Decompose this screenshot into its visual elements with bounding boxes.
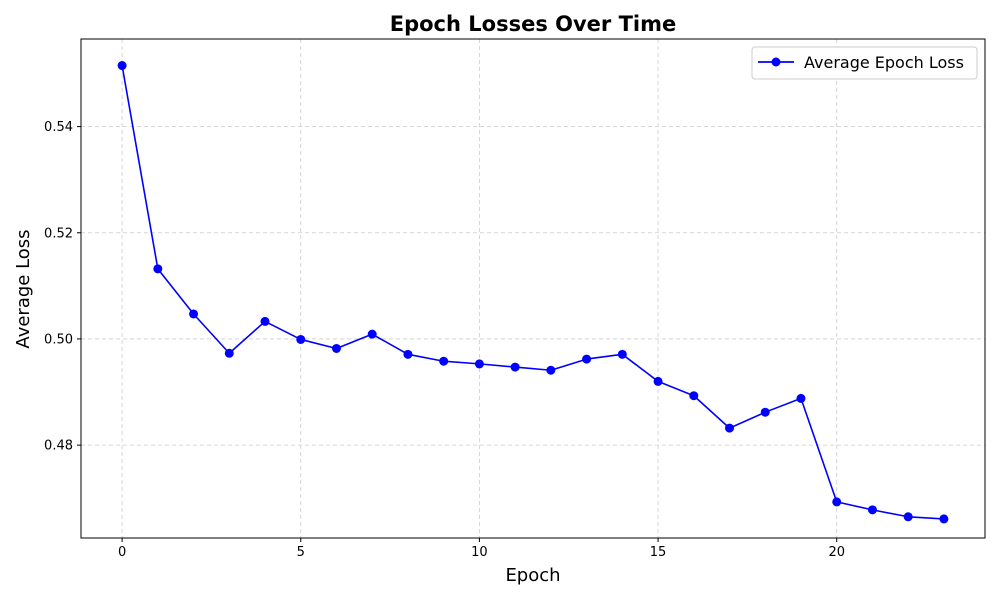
data-point (796, 393, 806, 403)
data-point (331, 343, 341, 353)
data-point (832, 497, 842, 507)
x-tick-label: 10 (471, 545, 488, 560)
data-point (117, 61, 127, 71)
data-point (153, 264, 163, 274)
y-axis-title: Average Loss (13, 229, 34, 348)
series-layer (117, 61, 949, 524)
data-point (296, 334, 306, 344)
data-point (510, 362, 520, 372)
data-point (582, 354, 592, 364)
legend-box (751, 46, 978, 80)
data-point (617, 349, 627, 359)
y-tick-label: 0.48 (44, 439, 73, 454)
series-line (121, 65, 944, 520)
axes: 0 5 10 15 20 0.48 0.50 0.52 0.54 (44, 38, 986, 560)
data-point (725, 423, 735, 433)
y-tick-label: 0.54 (44, 120, 73, 135)
plot-frame (80, 38, 986, 539)
x-tick-label: 0 (118, 545, 126, 560)
data-point (867, 505, 877, 515)
data-point (403, 349, 413, 359)
data-point (939, 514, 949, 524)
data-point (189, 309, 199, 319)
data-point (903, 512, 913, 522)
data-point (260, 316, 270, 326)
data-point (653, 376, 663, 386)
grid (81, 39, 985, 538)
data-point (546, 365, 556, 375)
data-point (224, 348, 234, 358)
data-point (689, 391, 699, 401)
y-tick-label: 0.50 (44, 332, 73, 347)
x-tick-label: 5 (297, 545, 305, 560)
legend: Average Epoch Loss (751, 46, 978, 80)
legend-label: Average Epoch Loss (804, 53, 964, 72)
x-tick-label: 20 (828, 545, 845, 560)
x-axis-title: Epoch (505, 565, 560, 586)
x-tick-label: 15 (650, 545, 667, 560)
chart-title: Epoch Losses Over Time (390, 12, 676, 36)
data-point (760, 407, 770, 417)
y-tick-label: 0.52 (44, 226, 73, 241)
legend-marker-swatch (771, 57, 781, 67)
data-point (367, 329, 377, 339)
data-point (474, 359, 484, 369)
data-point (439, 356, 449, 366)
